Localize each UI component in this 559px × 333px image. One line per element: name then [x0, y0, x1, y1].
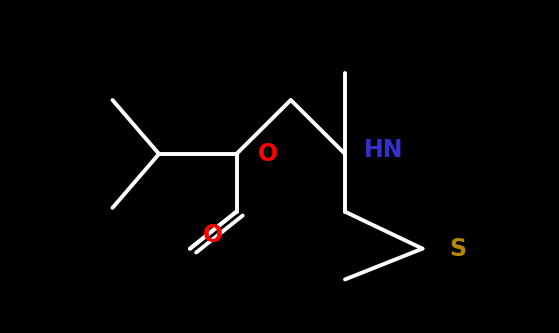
Text: S: S — [449, 237, 466, 261]
Text: O: O — [203, 223, 223, 247]
Text: HN: HN — [364, 138, 404, 162]
Text: O: O — [258, 142, 278, 166]
